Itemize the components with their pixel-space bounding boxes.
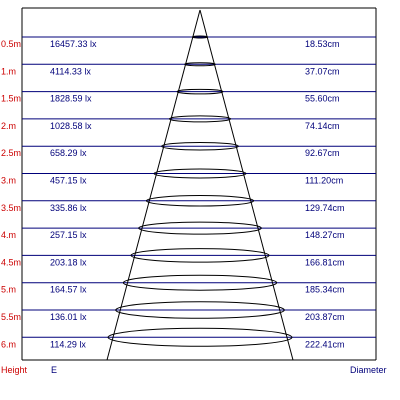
cone-cross-section bbox=[145, 195, 255, 207]
row-diameter-value: 74.14cm bbox=[305, 121, 340, 131]
row-diameter-value: 129.74cm bbox=[305, 203, 345, 213]
row-illuminance-value: 257.15 lx bbox=[50, 230, 87, 240]
row-illuminance-value: 4114.33 lx bbox=[50, 66, 91, 76]
row-illuminance-value: 203.18 lx bbox=[50, 257, 87, 267]
row-illuminance-value: 1828.59 lx bbox=[50, 94, 92, 104]
row-illuminance-value: 114.29 lx bbox=[50, 339, 86, 349]
row-illuminance-value: 164.57 lx bbox=[50, 285, 87, 295]
row-diameter-value: 166.81cm bbox=[305, 257, 345, 267]
row-illuminance-value: 658.29 lx bbox=[50, 148, 87, 158]
cone-cross-section bbox=[115, 301, 285, 319]
row-height-label: 3.5m bbox=[1, 203, 21, 213]
cone-cross-section bbox=[153, 168, 247, 179]
row-illuminance-value: 16457.33 lx bbox=[50, 39, 97, 49]
row-diameter-value: 222.41cm bbox=[305, 339, 345, 349]
cone-cross-section bbox=[184, 62, 216, 67]
row-illuminance-value: 335.86 lx bbox=[50, 203, 87, 213]
row-height-label: 4.5m bbox=[1, 257, 21, 267]
cone-cross-section bbox=[161, 141, 239, 151]
row-height-label: 1.5m bbox=[1, 94, 21, 104]
row-diameter-value: 37.07cm bbox=[305, 66, 340, 76]
row-height-label: 4.m bbox=[1, 230, 16, 240]
row-diameter-value: 203.87cm bbox=[305, 312, 345, 322]
row-diameter-value: 18.53cm bbox=[305, 39, 340, 49]
row-diameter-value: 55.60cm bbox=[305, 94, 340, 104]
row-illuminance-value: 457.15 lx bbox=[50, 176, 87, 186]
row-height-label: 1.m bbox=[1, 66, 16, 76]
row-diameter-value: 185.34cm bbox=[305, 285, 345, 295]
row-height-label: 2.m bbox=[1, 121, 16, 131]
cone-cross-section bbox=[138, 221, 262, 235]
row-diameter-value: 148.27cm bbox=[305, 230, 345, 240]
row-height-label: 5.m bbox=[1, 285, 16, 295]
row-illuminance-value: 136.01 lx bbox=[50, 312, 87, 322]
footer-illuminance-label: E bbox=[51, 365, 57, 375]
row-illuminance-value: 1028.58 lx bbox=[50, 121, 92, 131]
row-diameter-value: 111.20cm bbox=[305, 176, 343, 186]
row-height-label: 3.m bbox=[1, 176, 16, 186]
cone-cross-section bbox=[168, 115, 232, 123]
cone-cross-section bbox=[130, 248, 270, 263]
row-height-label: 6.m bbox=[1, 339, 16, 349]
row-height-label: 5.5m bbox=[1, 312, 21, 322]
cone-cross-section bbox=[122, 274, 278, 291]
row-diameter-value: 92.67cm bbox=[305, 148, 340, 158]
row-height-label: 0.5m bbox=[1, 39, 21, 49]
cone-right-edge bbox=[199, 9, 294, 361]
cone-cross-section bbox=[176, 88, 224, 95]
footer-height-label: Height bbox=[1, 365, 28, 375]
cone-left-edge bbox=[106, 9, 201, 361]
cone-cross-section bbox=[107, 327, 293, 347]
footer-diameter-label: Diameter bbox=[350, 365, 387, 375]
row-height-label: 2.5m bbox=[1, 148, 21, 158]
